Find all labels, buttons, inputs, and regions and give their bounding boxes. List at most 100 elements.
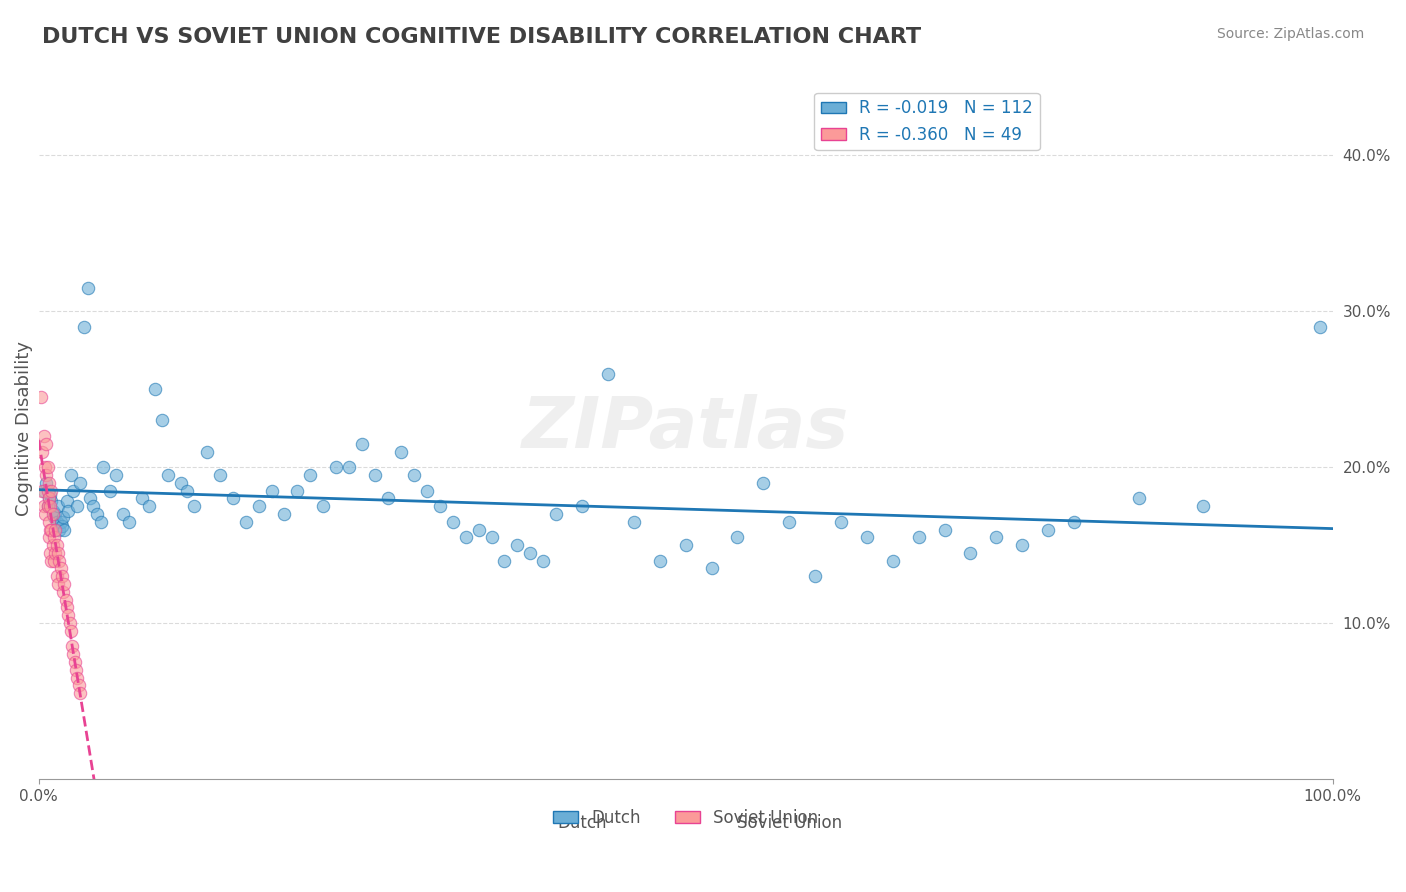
- Point: [91, 460, 114, 475]
- Point: [69, 475, 91, 490]
- Point: [42, 554, 65, 568]
- Point: [389, 444, 412, 458]
- Point: [778, 515, 800, 529]
- Point: [519, 546, 541, 560]
- Point: [247, 499, 270, 513]
- Point: [51, 519, 73, 533]
- Point: [34, 460, 56, 475]
- Point: [49, 515, 72, 529]
- Point: [506, 538, 529, 552]
- Point: [35, 475, 58, 490]
- Point: [804, 569, 827, 583]
- Point: [1011, 538, 1033, 552]
- Point: [66, 671, 89, 685]
- Point: [42, 507, 65, 521]
- Point: [467, 523, 489, 537]
- Point: [105, 467, 128, 482]
- Point: [34, 507, 56, 521]
- Point: [856, 530, 879, 544]
- Point: [287, 483, 309, 498]
- Point: [39, 523, 62, 537]
- Point: [1128, 491, 1150, 506]
- Y-axis label: Cognitive Disability: Cognitive Disability: [15, 341, 32, 516]
- Point: [176, 483, 198, 498]
- Point: [118, 515, 141, 529]
- Point: [208, 467, 231, 482]
- Point: [32, 483, 55, 498]
- Point: [35, 467, 58, 482]
- Point: [42, 530, 65, 544]
- Point: [725, 530, 748, 544]
- Point: [76, 281, 98, 295]
- Point: [63, 655, 86, 669]
- Point: [546, 507, 568, 521]
- Point: [183, 499, 205, 513]
- Point: [46, 546, 69, 560]
- Point: [62, 647, 84, 661]
- Point: [38, 530, 60, 544]
- Legend: Dutch, Soviet Union: Dutch, Soviet Union: [547, 803, 825, 834]
- Point: [700, 561, 723, 575]
- Point: [352, 436, 374, 450]
- Point: [42, 504, 65, 518]
- Point: [571, 499, 593, 513]
- Point: [260, 483, 283, 498]
- Point: [37, 460, 59, 475]
- Point: [79, 491, 101, 506]
- Point: [481, 530, 503, 544]
- Point: [45, 515, 67, 529]
- Point: [623, 515, 645, 529]
- Text: Source: ZipAtlas.com: Source: ZipAtlas.com: [1216, 27, 1364, 41]
- Point: [648, 554, 671, 568]
- Point: [56, 494, 79, 508]
- Point: [53, 523, 76, 537]
- Point: [39, 488, 62, 502]
- Point: [32, 429, 55, 443]
- Point: [986, 530, 1008, 544]
- Point: [45, 538, 67, 552]
- Point: [48, 523, 70, 537]
- Point: [441, 515, 464, 529]
- Point: [49, 561, 72, 575]
- Point: [52, 585, 75, 599]
- Point: [429, 499, 451, 513]
- Point: [39, 546, 62, 560]
- Point: [42, 510, 65, 524]
- Point: [52, 510, 75, 524]
- Point: [98, 483, 121, 498]
- Text: ZIPatlas: ZIPatlas: [522, 393, 849, 463]
- Point: [44, 523, 66, 537]
- Point: [934, 523, 956, 537]
- Point: [35, 436, 58, 450]
- Point: [41, 554, 63, 568]
- Point: [299, 467, 322, 482]
- Point: [377, 491, 399, 506]
- Point: [138, 499, 160, 513]
- Point: [69, 686, 91, 700]
- Point: [55, 592, 77, 607]
- Point: [48, 554, 70, 568]
- Point: [86, 507, 108, 521]
- Text: Soviet Union: Soviet Union: [737, 814, 842, 832]
- Point: [143, 382, 166, 396]
- Point: [531, 554, 554, 568]
- Point: [1192, 499, 1215, 513]
- Point: [53, 577, 76, 591]
- Point: [882, 554, 904, 568]
- Point: [90, 515, 112, 529]
- Point: [312, 499, 335, 513]
- Point: [46, 577, 69, 591]
- Point: [58, 608, 80, 623]
- Point: [907, 530, 929, 544]
- Point: [416, 483, 439, 498]
- Point: [221, 491, 243, 506]
- Point: [337, 460, 360, 475]
- Point: [38, 515, 60, 529]
- Point: [170, 475, 193, 490]
- Point: [30, 390, 52, 404]
- Point: [156, 467, 179, 482]
- Point: [41, 494, 63, 508]
- Point: [1063, 515, 1085, 529]
- Point: [37, 499, 59, 513]
- Point: [1309, 319, 1331, 334]
